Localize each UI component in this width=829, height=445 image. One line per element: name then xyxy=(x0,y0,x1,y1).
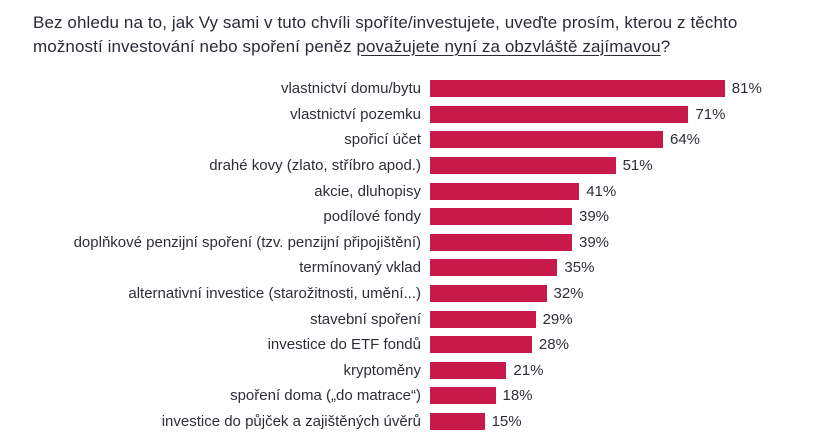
category-label: spoření doma („do matrace“) xyxy=(230,387,421,405)
chart-row: stavební spoření 29% xyxy=(0,306,829,332)
value-label: 64% xyxy=(670,131,701,149)
category-label: investice do půjček a zajištěných úvěrů xyxy=(161,413,421,431)
category-label: akcie, dluhopisy xyxy=(314,182,421,200)
bar xyxy=(430,285,547,303)
chart-title-line2-prefix: možností investování nebo spoření peněz xyxy=(33,37,357,56)
category-label: investice do ETF fondů xyxy=(267,336,421,354)
value-label: 28% xyxy=(538,336,569,354)
category-label: kryptoměny xyxy=(343,361,421,379)
chart-row: doplňkové penzijní spoření (tzv. penzijn… xyxy=(0,230,829,256)
value-label: 39% xyxy=(579,208,610,226)
chart-row: podílové fondy 39% xyxy=(0,204,829,230)
chart-row: termínovaný vklad 35% xyxy=(0,255,829,281)
chart-row: kryptoměny 21% xyxy=(0,358,829,384)
chart-title: Bez ohledu na to, jak Vy sami v tuto chv… xyxy=(0,0,829,59)
chart-row: akcie, dluhopisy 41% xyxy=(0,178,829,204)
bar xyxy=(430,182,580,200)
value-label: 32% xyxy=(553,285,584,303)
bar xyxy=(430,131,663,149)
chart-row: alternativní investice (starožitnosti, u… xyxy=(0,281,829,307)
chart-row: vlastnictví pozemku 71% xyxy=(0,102,829,128)
chart-row: spoření doma („do matrace“) 18% xyxy=(0,383,829,409)
bar xyxy=(430,387,496,405)
chart-row: investice do ETF fondů 28% xyxy=(0,332,829,358)
bar-chart: vlastnictví domu/bytu 81% vlastnictví po… xyxy=(0,76,829,434)
category-label: vlastnictví pozemku xyxy=(290,105,421,123)
category-label: doplňkové penzijní spoření (tzv. penzijn… xyxy=(73,233,421,251)
category-label: stavební spoření xyxy=(310,310,421,328)
category-label: podílové fondy xyxy=(323,208,421,226)
bar xyxy=(430,105,689,123)
category-label: drahé kovy (zlato, stříbro apod.) xyxy=(209,157,421,175)
value-label: 39% xyxy=(579,233,610,251)
chart-title-line1: Bez ohledu na to, jak Vy sami v tuto chv… xyxy=(33,13,738,32)
value-label: 29% xyxy=(542,310,573,328)
bar xyxy=(430,157,616,175)
category-label: spořicí účet xyxy=(344,131,421,149)
value-label: 41% xyxy=(586,182,617,200)
value-label: 21% xyxy=(513,361,544,379)
category-label: alternativní investice (starožitnosti, u… xyxy=(128,285,421,303)
bar xyxy=(430,336,532,354)
bar xyxy=(430,80,725,98)
chart-title-underlined-phrase: považujete nyní za obzvláště zajímavou xyxy=(356,37,661,56)
chart-row: spořicí účet 64% xyxy=(0,127,829,153)
value-label: 71% xyxy=(695,105,726,123)
bar xyxy=(430,233,572,251)
bar xyxy=(430,413,485,431)
category-label: termínovaný vklad xyxy=(299,259,421,277)
value-label: 51% xyxy=(622,157,653,175)
bar xyxy=(430,361,507,379)
category-label: vlastnictví domu/bytu xyxy=(280,80,421,98)
chart-row: investice do půjček a zajištěných úvěrů … xyxy=(0,409,829,435)
chart-title-question-mark: ? xyxy=(660,37,671,56)
bar xyxy=(430,208,572,226)
bar xyxy=(430,310,536,328)
bar xyxy=(430,259,558,277)
chart-row: drahé kovy (zlato, stříbro apod.) 51% xyxy=(0,153,829,179)
value-label: 35% xyxy=(564,259,595,277)
value-label: 18% xyxy=(502,387,533,405)
value-label: 15% xyxy=(491,413,522,431)
chart-row: vlastnictví domu/bytu 81% xyxy=(0,76,829,102)
value-label: 81% xyxy=(731,80,762,98)
